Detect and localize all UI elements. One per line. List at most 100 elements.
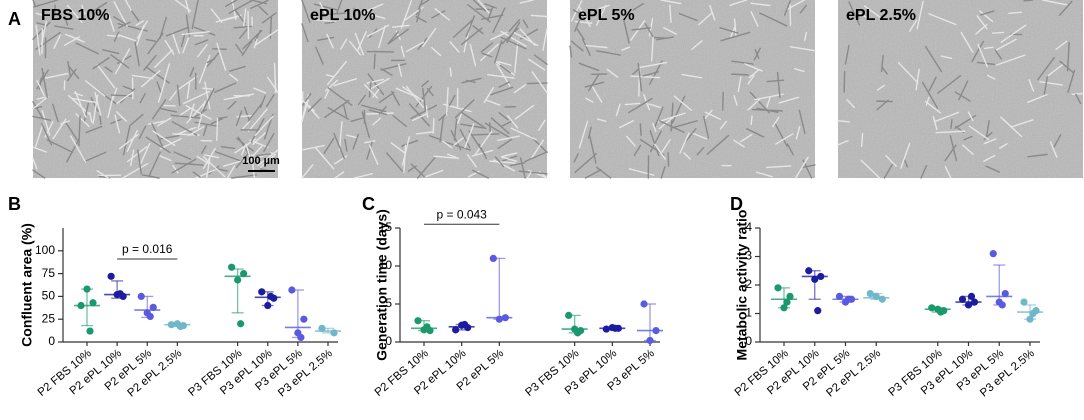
cell [498,112,509,121]
cell [538,119,546,131]
cell [200,87,215,115]
cell [181,31,211,36]
cell [302,144,325,151]
cell [619,120,635,129]
cell [196,44,208,58]
cell [983,138,997,145]
cell [117,34,136,42]
cell [259,95,266,109]
cell [916,0,924,30]
cell [53,34,61,49]
cell [188,126,205,137]
cell [876,84,886,91]
cell [250,0,269,10]
cell [350,117,364,123]
cell [658,116,675,130]
cell [408,103,431,127]
y-tick-label: 3 [745,249,752,263]
cell [202,125,208,137]
cell [1043,76,1049,95]
cell [704,111,722,121]
cell [450,130,462,151]
data-point [774,284,782,292]
cell [378,91,395,104]
data-point [89,299,97,307]
cell [642,71,659,77]
cell [223,93,254,101]
cell [194,39,209,46]
cell [449,67,452,77]
cell [489,122,491,133]
cell [163,63,171,81]
cell [1049,141,1058,158]
cell [229,73,239,81]
cell [354,32,365,56]
cell [506,21,521,44]
cell [138,125,147,140]
cell [129,113,144,127]
cell [471,149,494,157]
cell [81,4,86,15]
cell [169,91,177,101]
cell [630,19,646,41]
cell [366,141,373,160]
cell [1067,69,1076,94]
cell [113,31,120,42]
cell [139,142,151,165]
cell [750,11,759,27]
cell [719,120,728,130]
cell [570,0,583,22]
cell [846,99,856,109]
cell [683,152,691,160]
cell [176,75,198,91]
cell [800,164,816,169]
data-point [652,327,660,335]
cell [766,96,771,108]
cell [333,78,358,87]
cell [660,139,671,154]
cell [755,171,773,178]
cell [730,73,749,76]
cell [324,87,331,99]
cell [937,74,962,94]
image-label: FBS 10% [41,7,109,24]
cell [968,125,990,141]
cell [993,38,1017,52]
cell [585,97,594,103]
y-tick-label: 0 [745,334,752,348]
data-point [811,275,819,283]
cell [327,87,353,106]
cell [983,46,994,50]
data-point [1026,315,1034,323]
cell [416,8,421,23]
cell [99,115,102,125]
cell [794,156,809,179]
data-point [234,276,242,284]
cell [301,164,314,179]
cell [492,159,516,172]
cell [706,134,730,156]
cell [673,95,693,111]
cell [33,146,47,153]
cell [186,80,191,100]
cell [999,143,1008,149]
cell [745,128,765,138]
cell [526,171,532,179]
cell [639,123,642,136]
cell [157,117,172,127]
cell [85,125,103,134]
cell [107,12,115,32]
cell [116,91,134,105]
cell [977,43,988,68]
cell [631,27,652,31]
cell [220,145,236,150]
cell [574,19,581,32]
cell [165,26,190,37]
cell [242,29,263,50]
y-tick-label: 75 [42,266,56,280]
data-point [835,292,844,300]
cell [595,166,612,179]
cell [991,31,1005,34]
data-point [116,290,124,298]
cell [660,166,666,179]
